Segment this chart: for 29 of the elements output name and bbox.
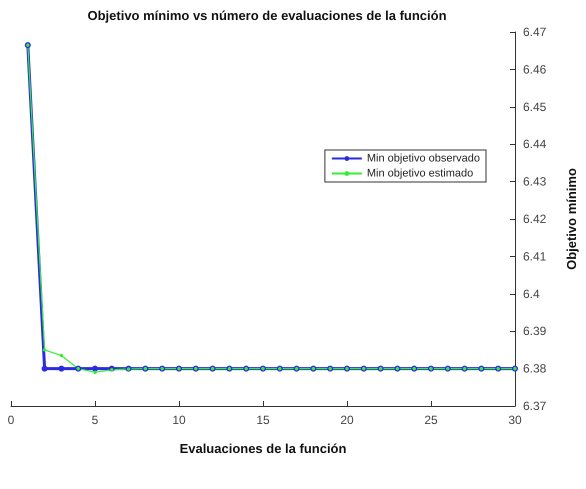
y-tick-label: 6.39	[523, 324, 547, 338]
y-tick-label: 6.38	[523, 362, 547, 376]
y-tick-label: 6.42	[523, 212, 547, 226]
x-tick-label: 10	[172, 413, 186, 427]
x-axis-title: Evaluaciones de la función	[180, 441, 346, 456]
y-tick-label: 6.37	[523, 399, 547, 413]
legend-label: Min objetivo estimado	[366, 168, 474, 180]
y-tick-label: 6.46	[523, 62, 547, 76]
x-tick-label: 15	[256, 413, 270, 427]
y-tick-label: 6.47	[523, 25, 547, 39]
x-tick-label: 20	[340, 413, 354, 427]
y-tick-label: 6.45	[523, 100, 547, 114]
y-tick-label: 6.41	[523, 249, 547, 264]
legend-label: Min objetivo observado	[366, 152, 480, 164]
point	[42, 366, 48, 372]
y-axis-title: Objetivo mínimo	[564, 168, 579, 270]
x-tick-label: 0	[8, 413, 15, 427]
point	[60, 354, 64, 358]
y-tick-label: 6.44	[523, 137, 547, 152]
y-tick-label: 6.4	[523, 286, 540, 301]
x-tick-label: 5	[92, 413, 99, 427]
x-tick-label: 30	[508, 413, 522, 427]
x-tick-label: 25	[424, 413, 438, 427]
point	[58, 366, 64, 372]
y-tick-label: 6.43	[523, 174, 547, 189]
point	[42, 348, 46, 352]
point	[93, 370, 97, 374]
chart-title: Objetivo mínimo vs número de evaluaciones de la función	[87, 8, 447, 23]
point	[92, 366, 98, 372]
